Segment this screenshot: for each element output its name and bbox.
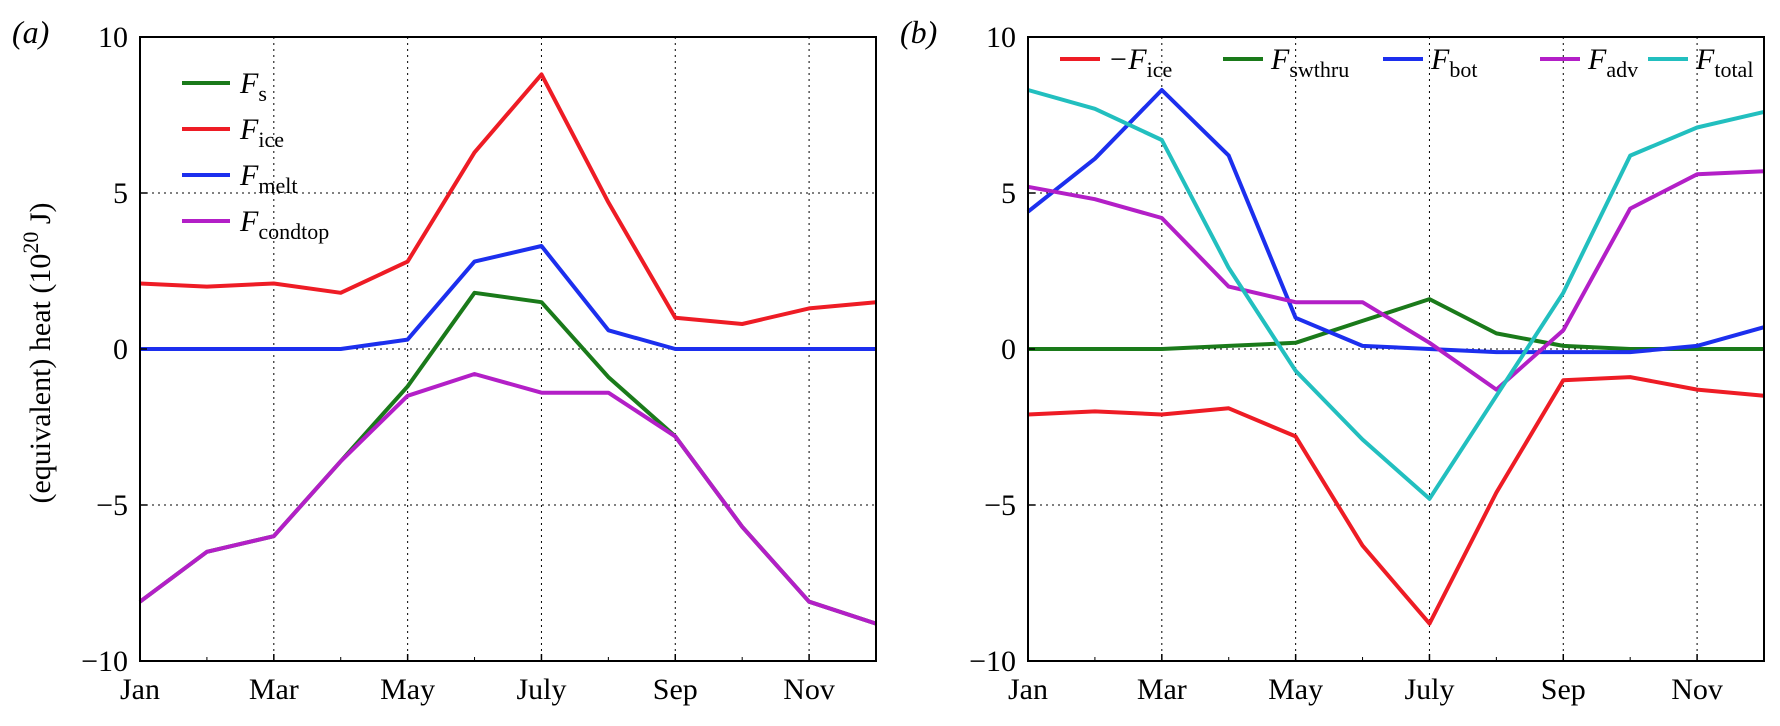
y-tick-label: 10 (98, 21, 128, 54)
panel-a: Jan Mar May July Sep Nov 10 5 0 −5 −10 (a) Fs Fice Fme… (12, 14, 877, 706)
x-tick-label: May (1268, 673, 1323, 706)
series-line-condtop (138, 372, 877, 626)
panel-b: Jan Mar May July Sep Nov 10 5 0 −5 −10 (b) −Fice Fswt… (900, 14, 1765, 706)
y-tick-label: −5 (96, 489, 128, 522)
y-axis-label-exponent: 20 (18, 232, 43, 254)
y-axis-label-unit: J) (24, 202, 57, 231)
series-line-adv (1027, 169, 1765, 392)
x-tick-label: Mar (249, 673, 299, 706)
x-tick-label: Mar (1137, 673, 1187, 706)
y-tick-label: 5 (113, 177, 128, 210)
y-tick-label: −5 (984, 489, 1016, 522)
legend-label-melt: Fmelt (239, 159, 297, 198)
legend-label-s: Fs (239, 67, 267, 106)
series-line-melt (140, 244, 876, 351)
legend-label-total: Ftotal (1695, 43, 1753, 82)
y-axis-label-text: (equivalent) heat (10 (24, 254, 57, 504)
x-tick-label: May (380, 673, 435, 706)
legend-label-ice: −Fice (1108, 43, 1172, 82)
legend-label-condtop: Fcondtop (239, 205, 329, 244)
x-tick-label: July (1404, 673, 1454, 706)
x-tick-label: Nov (783, 673, 835, 706)
y-tick-label: 0 (1001, 333, 1016, 366)
x-tick-label: Sep (1541, 673, 1586, 706)
x-tick-label: Sep (653, 673, 698, 706)
series-line-ice (1027, 375, 1765, 626)
legend-label-swthru: Fswthru (1270, 43, 1349, 82)
legend-label-adv: Fadv (1587, 43, 1638, 82)
y-tick-label: −10 (81, 645, 128, 678)
x-tick-label: Jan (120, 673, 160, 706)
series-line-s (138, 290, 877, 626)
y-tick-label: −10 (969, 645, 1016, 678)
series-line-ice (139, 72, 877, 326)
series-line-swthru (1028, 297, 1764, 351)
y-axis-label: (equivalent) heat (1020 J) (18, 202, 57, 503)
series-line-bot (1026, 88, 1765, 355)
x-tick-label: Nov (1671, 673, 1723, 706)
panel-label: (b) (900, 14, 937, 50)
panel-label: (a) (12, 14, 49, 50)
x-tick-label: July (516, 673, 566, 706)
x-tick-label: Jan (1008, 673, 1048, 706)
legend-label-ice: Fice (239, 113, 284, 152)
y-tick-label: 10 (986, 21, 1016, 54)
series-line-total (1027, 88, 1765, 501)
legend-label-bot: Fbot (1430, 43, 1477, 82)
y-tick-label: 0 (113, 333, 128, 366)
y-tick-label: 5 (1001, 177, 1016, 210)
